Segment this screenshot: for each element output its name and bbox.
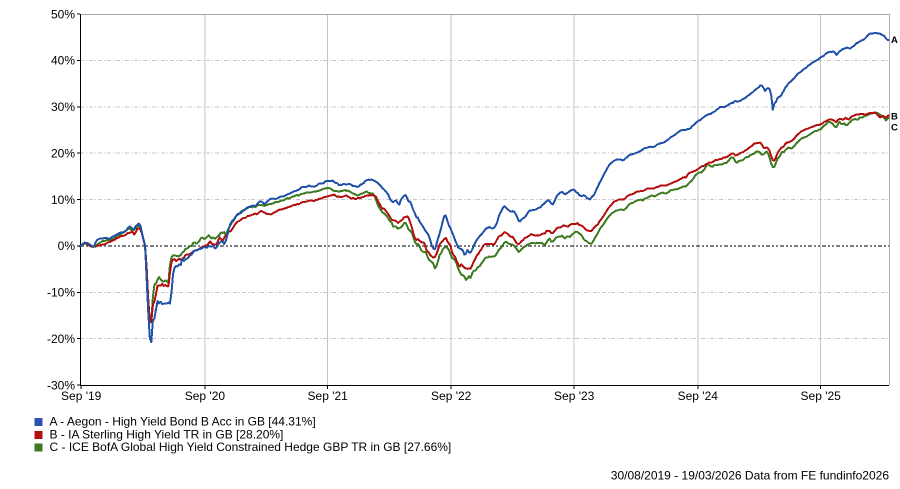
svg-text:10%: 10% <box>51 193 75 207</box>
svg-text:30%: 30% <box>51 100 75 114</box>
svg-text:0%: 0% <box>58 239 76 253</box>
svg-text:-10%: -10% <box>47 286 75 300</box>
svg-text:C - ICE BofA Global High Yield: C - ICE BofA Global High Yield Constrain… <box>50 440 452 454</box>
svg-text:B: B <box>891 112 898 123</box>
svg-text:30/08/2019 - 19/03/2026 Data f: 30/08/2019 - 19/03/2026 Data from FE fun… <box>611 469 890 483</box>
svg-text:C: C <box>891 123 898 134</box>
svg-text:-30%: -30% <box>47 378 75 392</box>
svg-text:Sep '23: Sep '23 <box>554 389 595 403</box>
svg-text:-20%: -20% <box>47 332 75 346</box>
svg-text:50%: 50% <box>51 7 75 21</box>
svg-text:Sep '20: Sep '20 <box>185 389 226 403</box>
svg-text:Sep '25: Sep '25 <box>801 389 842 403</box>
svg-text:A: A <box>891 35 898 46</box>
svg-text:Sep '22: Sep '22 <box>431 389 472 403</box>
svg-text:Sep '24: Sep '24 <box>678 389 719 403</box>
svg-text:B - IA Sterling High Yield TR: B - IA Sterling High Yield TR in GB [28.… <box>50 428 284 442</box>
svg-text:A - Aegon - High Yield Bond B: A - Aegon - High Yield Bond B Acc in GB … <box>50 415 316 429</box>
svg-text:Sep '19: Sep '19 <box>61 389 102 403</box>
svg-text:40%: 40% <box>51 54 75 68</box>
svg-text:Sep '21: Sep '21 <box>308 389 349 403</box>
svg-text:20%: 20% <box>51 147 75 161</box>
